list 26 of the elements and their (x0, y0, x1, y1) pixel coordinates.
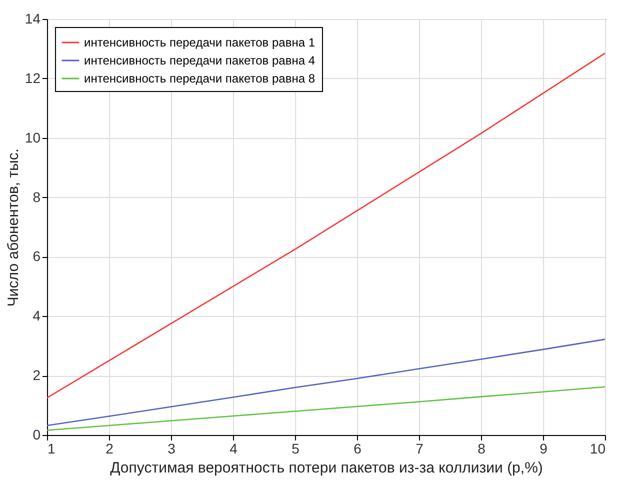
x-tick-label: 10 (590, 440, 606, 456)
y-tick-label: 6 (32, 248, 41, 264)
line-series (47, 338, 605, 426)
x-tick-label: 8 (478, 440, 486, 456)
y-tick-label: 8 (32, 188, 41, 205)
x-tick-label: 7 (416, 440, 424, 456)
legend-label: интенсивность передачи пакетов равна 8 (84, 72, 316, 86)
x-tick-label: 1 (48, 440, 56, 456)
line-series (47, 52, 605, 399)
y-tick-label: 0 (32, 426, 41, 442)
x-axis-title: Допустимая вероятность потери пакетов из-за коллизии (p,%) (110, 460, 543, 476)
x-tick-label: 6 (354, 440, 362, 456)
x-tick-label: 9 (540, 440, 548, 456)
legend-label: интенсивность передачи пакетов равна 1 (84, 36, 316, 50)
legend-label: интенсивность передачи пакетов равна 4 (84, 54, 316, 68)
x-tick-label: 5 (292, 440, 300, 456)
y-tick-label: 12 (24, 70, 41, 86)
y-tick-label: 14 (24, 10, 41, 26)
y-tick-label: 4 (32, 308, 41, 324)
y-axis-title: Число абонентов, тыс. (4, 148, 22, 307)
x-tick-label: 4 (230, 440, 238, 456)
y-tick-label: 10 (24, 129, 41, 146)
x-tick-label: 2 (106, 440, 114, 456)
y-tick-label: 2 (32, 367, 41, 384)
x-tick-label: 3 (168, 440, 176, 456)
line-series (47, 386, 605, 431)
